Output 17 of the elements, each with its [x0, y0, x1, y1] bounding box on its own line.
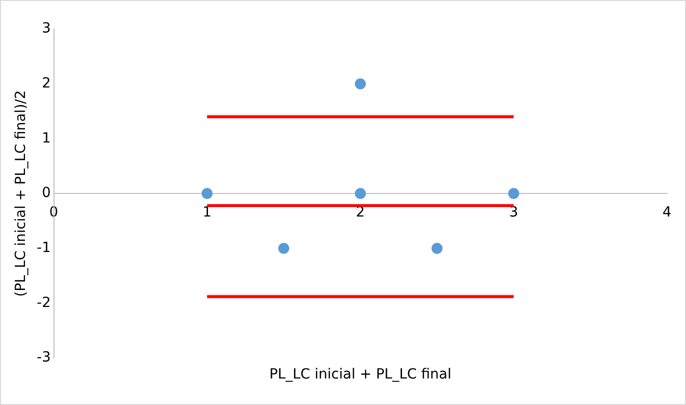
- y-tick-label: 1: [42, 130, 51, 146]
- y-tick-label: -2: [36, 294, 51, 311]
- x-axis-title: PL_LC inicial + PL_LC final: [269, 366, 452, 383]
- point: [354, 78, 366, 90]
- point: [278, 242, 290, 254]
- y-tick-label: -1: [36, 240, 51, 256]
- y-axis-title: (PL_LC inicial + PL_LC final)/2: [13, 90, 30, 297]
- x-tick-label: 1: [202, 204, 212, 221]
- y-tick-label: 3: [42, 20, 51, 37]
- point: [432, 242, 443, 254]
- point: [354, 188, 366, 199]
- point: [202, 188, 213, 199]
- y-tick-label: 2: [42, 75, 51, 92]
- y-tick-label: 0: [42, 185, 51, 202]
- x-tick-label: 4: [662, 204, 672, 221]
- y-tick-label: -3: [36, 350, 51, 366]
- point: [508, 188, 520, 199]
